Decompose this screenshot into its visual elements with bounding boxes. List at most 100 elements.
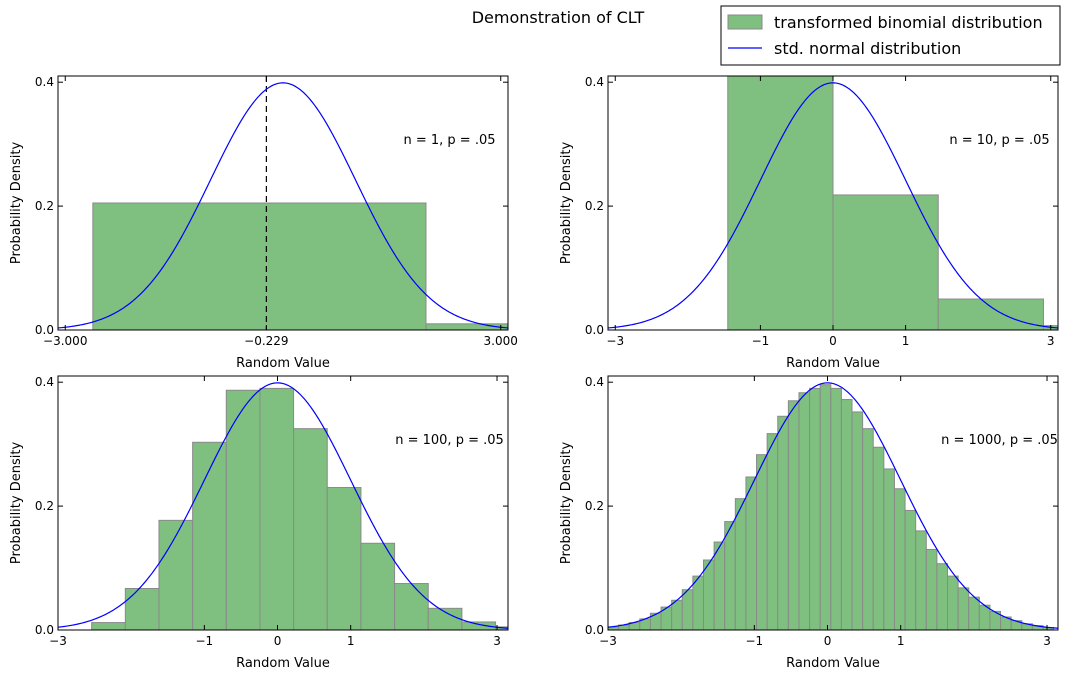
histogram-bar	[893, 488, 906, 630]
y-tick-label: 0.4	[585, 375, 604, 389]
histogram-bar	[394, 583, 429, 630]
chart-panels: −3.000 −0.229 3.000 0.0 0.2 0.4 Random Value Pr…	[9, 75, 1059, 671]
axes-frame	[57, 75, 509, 331]
histogram-bar	[702, 559, 715, 630]
histogram-bar	[947, 575, 959, 630]
histogram-bar	[832, 194, 939, 330]
normal-pdf-curve	[608, 82, 1058, 329]
x-tick-label: 1	[902, 334, 910, 348]
chart-panel-3: −3 −1 0 1 3 0.0 0.2 0.4 Random Value Probability …	[9, 375, 509, 671]
histogram-bar	[937, 298, 1044, 330]
histogram-bar	[862, 428, 874, 630]
histogram-bar	[727, 76, 834, 330]
histogram-bar	[259, 387, 295, 630]
histogram-bar	[925, 548, 938, 630]
normal-pdf-curve	[608, 382, 1058, 629]
x-tick-label: −3.000	[43, 334, 87, 348]
histogram-bar	[293, 428, 328, 630]
y-tick-label: 0.4	[35, 75, 54, 89]
axes-frame	[607, 375, 1059, 631]
histogram-bar	[681, 589, 694, 630]
histogram-bar	[756, 454, 768, 630]
histogram-bar	[936, 563, 949, 630]
histogram-bar	[915, 530, 927, 630]
histogram-bar	[225, 389, 261, 630]
histogram-bar	[158, 519, 194, 630]
y-tick-label: 0.0	[35, 323, 54, 337]
y-tick-label: 0.2	[35, 499, 54, 513]
histogram-bar	[787, 400, 800, 630]
chart-panel-4: −3 −1 0 1 3 0.0 0.2 0.4 Random Value Probability …	[559, 375, 1059, 671]
histogram-bar	[840, 399, 853, 630]
x-tick-label: −0.229	[244, 334, 288, 348]
x-tick-label: 0	[829, 334, 837, 348]
x-tick-label: −3	[606, 334, 624, 348]
histogram-bar	[819, 384, 832, 630]
histogram-bar	[968, 596, 980, 630]
figure-title: Demonstration of CLT	[472, 8, 645, 27]
x-tick-label: 1	[347, 634, 355, 648]
y-tick-label: 0.2	[35, 199, 54, 213]
plot-area	[608, 76, 1058, 330]
histogram-bar	[124, 587, 160, 630]
y-tick-label: 0.2	[585, 499, 604, 513]
plot-area	[608, 382, 1058, 630]
histogram-bar	[872, 446, 885, 630]
x-tick-label: −1	[195, 634, 213, 648]
histogram-bar	[957, 587, 970, 630]
y-tick-label: 0.4	[35, 375, 54, 389]
figure-legend: transformed binomial distribution std. n…	[720, 5, 1061, 66]
histogram-bar	[745, 476, 758, 630]
axes-frame	[57, 375, 509, 631]
y-axis-label: Probability Density	[559, 142, 574, 265]
x-axis-label: Random Value	[236, 656, 330, 671]
y-tick-label: 0.4	[585, 75, 604, 89]
chart-panel-1: −3.000 −0.229 3.000 0.0 0.2 0.4 Random Value Pr…	[9, 75, 518, 371]
x-axis-label: Random Value	[236, 356, 330, 371]
histogram-bar	[461, 621, 497, 630]
legend-label-hist: transformed binomial distribution	[774, 13, 1043, 32]
histogram-bar	[766, 433, 779, 630]
chart-panel-2: −3 −1 0 1 3 0.0 0.2 0.4 Random Value Probability …	[559, 75, 1059, 371]
legend-swatch-hist	[727, 14, 763, 30]
panel-annotation: n = 100, p = .05	[395, 433, 504, 448]
x-tick-label: −1	[745, 634, 763, 648]
plot-area	[58, 76, 508, 330]
histogram-bar	[713, 541, 726, 630]
x-tick-label: 0	[274, 634, 282, 648]
histogram-bar	[904, 509, 917, 630]
x-tick-label: −1	[752, 334, 770, 348]
x-tick-label: 3	[1043, 634, 1051, 648]
histogram-bar	[978, 604, 991, 630]
x-tick-label: 3	[493, 634, 501, 648]
y-axis-label: Probability Density	[9, 442, 24, 565]
histogram-bar	[91, 622, 126, 630]
normal-pdf-curve	[58, 82, 508, 329]
y-axis-label: Probability Density	[9, 142, 24, 265]
histogram-bar	[724, 521, 736, 630]
normal-pdf-curve	[58, 382, 508, 629]
histogram-bar	[734, 498, 747, 630]
x-axis-label: Random Value	[786, 356, 880, 371]
histogram-bar	[326, 487, 362, 630]
y-tick-label: 0.2	[585, 199, 604, 213]
x-tick-label: 1	[897, 634, 905, 648]
panel-annotation: n = 1000, p = .05	[941, 433, 1058, 448]
histogram-bar	[851, 411, 864, 630]
x-tick-label: −3	[49, 634, 67, 648]
panel-annotation: n = 1, p = .05	[403, 133, 495, 148]
x-tick-label: 3.000	[484, 334, 518, 348]
histogram-bar	[92, 202, 427, 330]
y-tick-label: 0.0	[35, 623, 54, 637]
histogram-bar	[798, 392, 811, 630]
histogram-bar	[809, 387, 821, 630]
histogram-bar	[671, 599, 683, 630]
x-tick-label: 3	[1047, 334, 1055, 348]
histogram-bar	[830, 387, 842, 630]
y-tick-label: 0.0	[585, 323, 604, 337]
x-axis-label: Random Value	[786, 656, 880, 671]
legend-frame	[720, 5, 1061, 66]
panel-annotation: n = 10, p = .05	[949, 133, 1049, 148]
y-tick-label: 0.0	[585, 623, 604, 637]
